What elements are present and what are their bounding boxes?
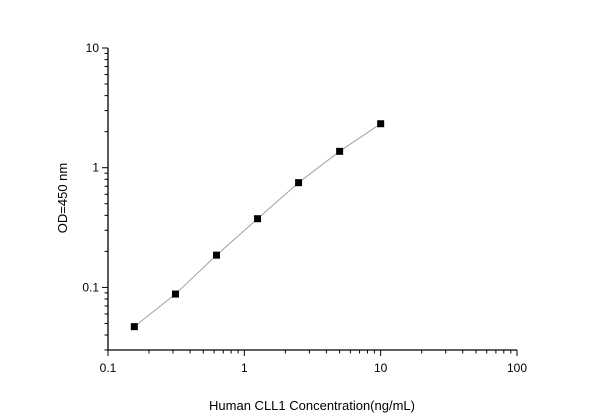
data-point xyxy=(336,147,344,155)
y-tick-label: 1 xyxy=(92,161,99,175)
x-tick-label: 100 xyxy=(507,361,527,375)
y-tick-label: 0.1 xyxy=(82,280,99,294)
data-point xyxy=(254,215,262,223)
fit-curve xyxy=(134,123,381,328)
data-point xyxy=(130,323,138,331)
data-point xyxy=(377,120,385,128)
x-axis-title: Human CLL1 Concentration(ng/mL) xyxy=(209,398,415,413)
y-axis-title: OD=450 nm xyxy=(55,163,70,233)
x-tick-label: 10 xyxy=(374,361,388,375)
data-point xyxy=(213,251,221,259)
x-tick-label: 1 xyxy=(241,361,248,375)
y-tick-label: 10 xyxy=(86,41,100,55)
x-tick-label: 0.1 xyxy=(100,361,117,375)
data-point xyxy=(295,179,303,187)
data-point xyxy=(171,290,179,298)
